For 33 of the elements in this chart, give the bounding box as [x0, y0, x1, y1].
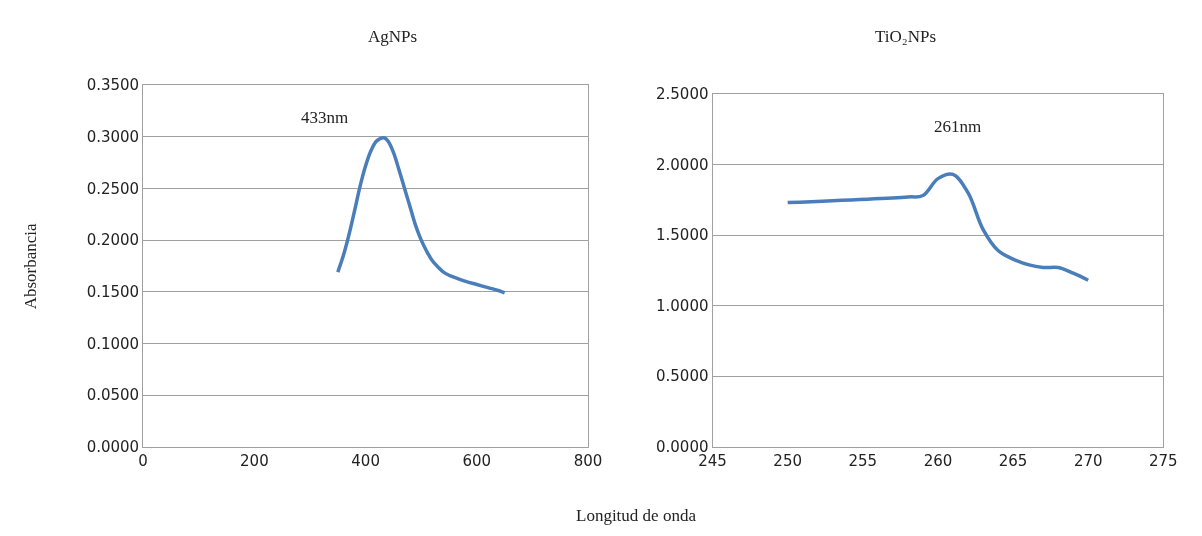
line-series [336, 136, 507, 295]
y-tick-label: 0.2500 [86, 179, 140, 198]
y-tick-label: 0.2000 [86, 231, 140, 250]
x-tick-label: 200 [240, 451, 269, 470]
y-tick-label: 0.0500 [86, 386, 140, 405]
y-tick-label: 0.0000 [86, 437, 140, 456]
x-axis-title: Longitud de onda [576, 506, 697, 525]
annotation: 261nm [934, 117, 982, 136]
x-tick-label: 0 [138, 451, 148, 470]
y-tick-label: 0.5000 [656, 367, 709, 386]
annotation: 433nm [301, 108, 349, 127]
y-axis-title: Absorbancia [21, 222, 41, 310]
y-tick-label: 0.3500 [86, 76, 140, 95]
y-tick-label: 2.5000 [656, 85, 709, 104]
y-tick-label: 2.0000 [656, 155, 709, 174]
y-tick-label: 0.3000 [86, 128, 140, 147]
x-tick-label: 275 [1149, 451, 1178, 470]
y-tick-label: 1.5000 [656, 226, 709, 245]
x-tick-label: 250 [773, 451, 802, 470]
x-tick-label: 265 [998, 451, 1028, 470]
x-tick-label: 245 [698, 451, 727, 470]
y-tick-label: 0.1500 [86, 283, 140, 302]
y-tick-label: 0.1000 [86, 334, 140, 353]
line-series [785, 172, 1090, 282]
y-tick-label: 1.0000 [656, 296, 709, 315]
x-tick-label: 270 [1073, 451, 1103, 470]
x-tick-label: 800 [573, 451, 603, 470]
x-tick-label: 600 [462, 451, 492, 470]
x-tick-label: 255 [848, 451, 878, 470]
x-tick-label: 400 [351, 451, 380, 470]
chart-title: TiO₂NPs [875, 27, 937, 46]
chart-title: AgNPs [368, 27, 418, 46]
x-tick-label: 260 [923, 451, 953, 470]
